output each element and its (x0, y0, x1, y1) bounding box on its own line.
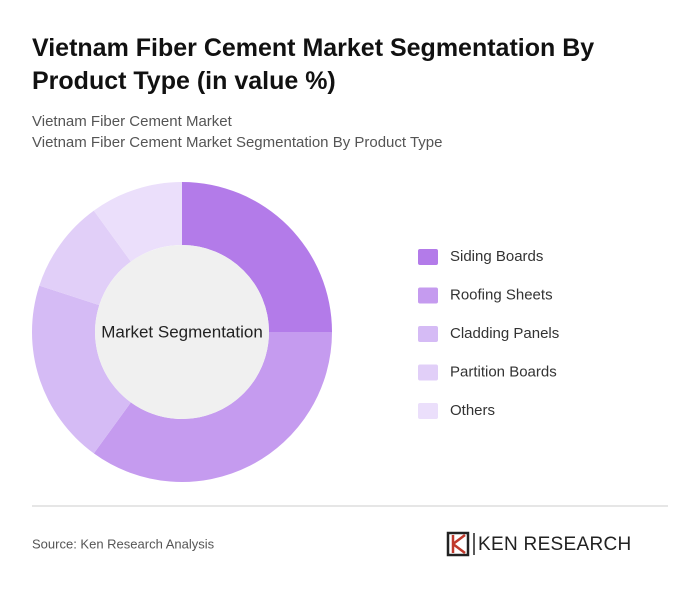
logo-icon (451, 534, 466, 554)
donut-slice (182, 182, 332, 332)
legend-label: Others (450, 402, 495, 419)
donut-slice (39, 210, 131, 306)
logo: KEN RESEARCH (446, 531, 632, 557)
legend-swatch (418, 287, 438, 304)
legend-label: Partition Boards (450, 363, 557, 380)
chart-title: Vietnam Fiber Cement Market Segmentation… (32, 34, 595, 95)
legend-swatch (418, 249, 438, 265)
donut-slice (32, 285, 131, 454)
legend-swatch (418, 364, 438, 381)
brand: KEN RESEARCH (478, 534, 632, 555)
legend-swatch (418, 326, 438, 342)
donut-slice (93, 182, 182, 262)
donut-center (95, 245, 269, 419)
source: Source: Ken Research Analysis (32, 536, 215, 551)
subtitle: Vietnam Fiber Cement Market (32, 113, 232, 130)
logo-icon (446, 531, 470, 557)
legend-label: Cladding Panels (450, 325, 559, 342)
subtitle: Vietnam Fiber Cement Market Segmentation… (32, 134, 443, 151)
center-label: Market Segmentation (101, 322, 263, 341)
legend-swatch (418, 403, 438, 419)
legend-label: Siding Boards (450, 248, 543, 265)
legend-label: Roofing Sheets (450, 286, 553, 303)
donut-slice (93, 332, 332, 482)
